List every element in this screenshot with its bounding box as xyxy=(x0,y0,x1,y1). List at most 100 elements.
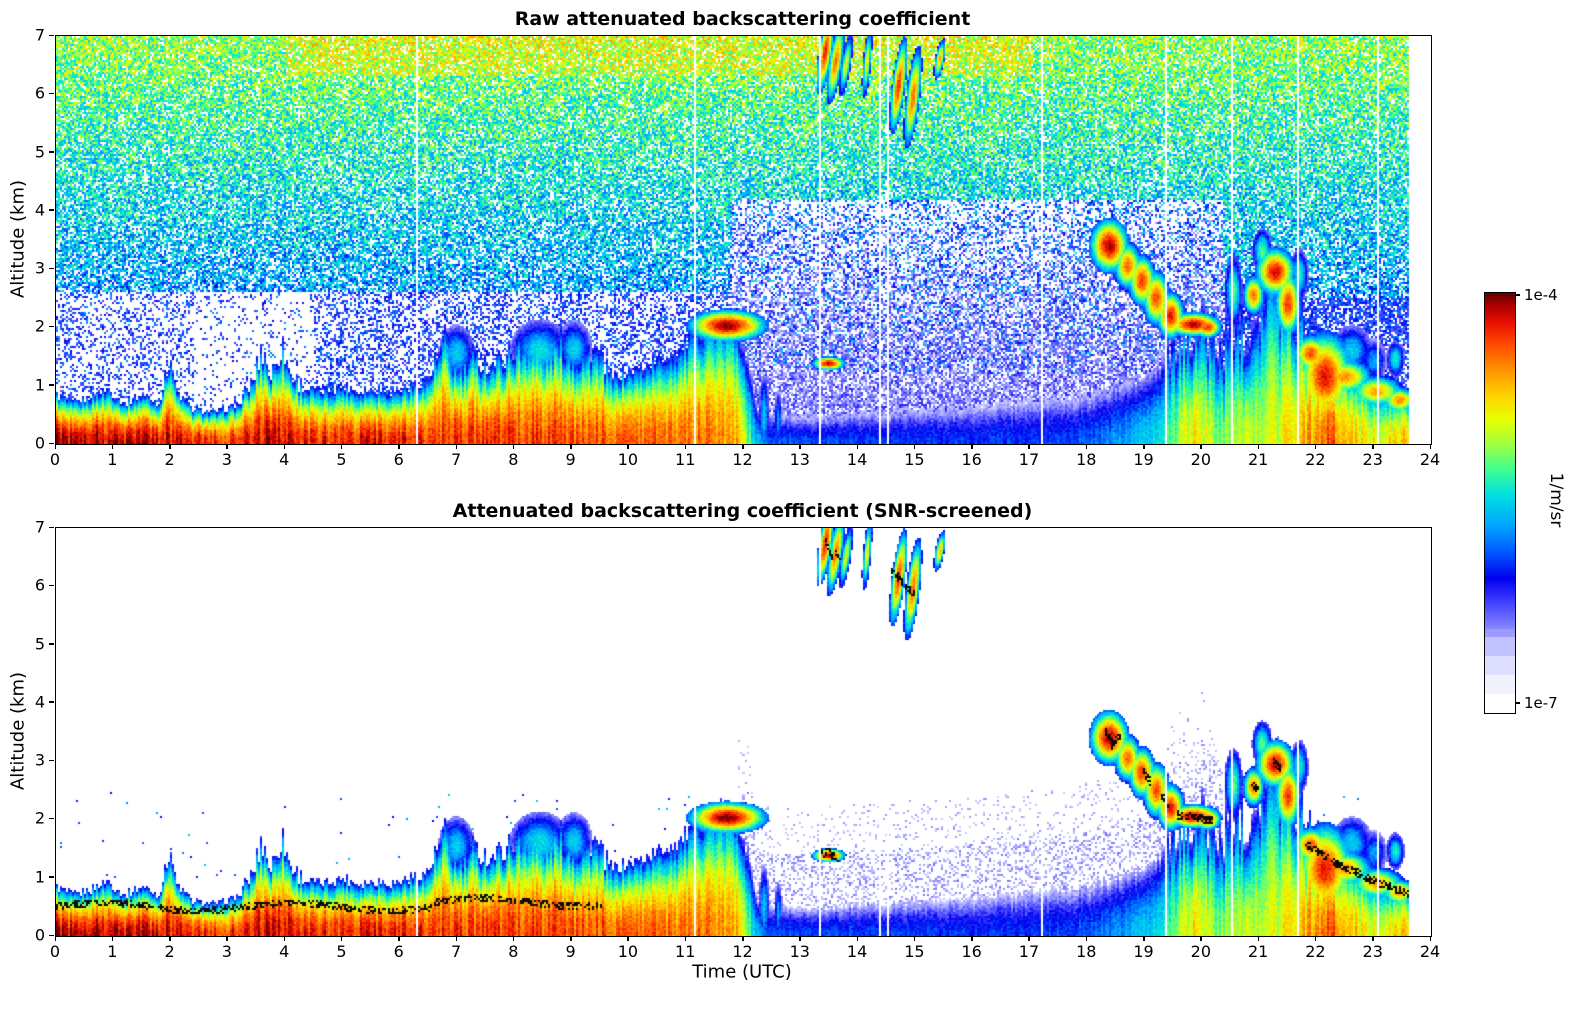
x-tick-label: 5 xyxy=(336,942,347,961)
raw-heatmap-panel xyxy=(55,35,1432,445)
y-tick-label: 6 xyxy=(34,575,45,595)
x-tick-mark xyxy=(1314,444,1317,449)
y-tick-mark xyxy=(49,876,54,878)
y-tick-label: 3 xyxy=(34,258,45,278)
colorbar xyxy=(1484,292,1516,714)
colorbar-unit-label: 1/m/sr xyxy=(1546,472,1566,528)
x-tick-mark xyxy=(1028,444,1030,449)
x-tick-mark xyxy=(1372,936,1374,941)
x-tick-label: 1 xyxy=(107,450,118,469)
x-tick-label: 10 xyxy=(617,942,639,961)
x-tick-label: 12 xyxy=(732,942,753,961)
colorbar-min-label: 1e-7 xyxy=(1524,694,1558,712)
x-tick-mark xyxy=(1429,444,1431,449)
screened-heatmap-canvas xyxy=(56,528,1431,936)
x-tick-mark xyxy=(799,444,801,449)
x-tick-label: 17 xyxy=(1018,942,1040,961)
x-tick-mark xyxy=(742,444,744,449)
y-tick-mark xyxy=(49,325,54,328)
x-tick-label: 20 xyxy=(1190,942,1212,961)
altitude-axis-label-bottom: Altitude (km) xyxy=(7,671,29,791)
colorbar-canvas xyxy=(1485,293,1515,713)
x-tick-label: 22 xyxy=(1305,450,1326,469)
y-tick-mark xyxy=(49,934,54,936)
x-tick-mark xyxy=(1257,444,1260,449)
x-tick-label: 16 xyxy=(961,942,982,961)
y-tick-mark xyxy=(49,92,54,95)
x-tick-label: 24 xyxy=(1419,942,1441,961)
x-tick-mark xyxy=(1314,936,1317,941)
x-tick-mark xyxy=(283,444,286,449)
x-tick-mark xyxy=(570,444,572,449)
x-tick-mark xyxy=(512,444,515,449)
y-tick-mark xyxy=(49,643,54,645)
x-tick-mark xyxy=(799,936,801,941)
x-tick-mark xyxy=(398,936,400,941)
x-tick-mark xyxy=(398,444,400,449)
y-tick-label: 1 xyxy=(34,867,45,887)
x-tick-label: 19 xyxy=(1133,450,1154,469)
x-tick-label: 4 xyxy=(279,942,290,961)
x-tick-label: 11 xyxy=(675,450,696,469)
x-tick-label: 14 xyxy=(846,942,868,961)
screened-heatmap-panel xyxy=(55,527,1432,937)
x-tick-mark xyxy=(742,936,744,941)
y-tick-mark xyxy=(49,384,54,386)
x-tick-label: 23 xyxy=(1362,942,1383,961)
y-tick-mark xyxy=(49,701,54,703)
x-tick-label: 2 xyxy=(164,942,175,961)
x-tick-label: 3 xyxy=(221,450,232,469)
y-tick-mark xyxy=(49,442,54,444)
raw-heatmap-canvas xyxy=(56,36,1431,444)
x-tick-label: 23 xyxy=(1362,450,1383,469)
x-tick-label: 8 xyxy=(508,450,519,469)
x-tick-label: 22 xyxy=(1305,942,1326,961)
x-tick-mark xyxy=(1085,444,1088,449)
x-tick-mark xyxy=(913,444,916,449)
y-tick-mark xyxy=(49,34,54,36)
y-tick-label: 6 xyxy=(34,83,45,103)
x-tick-label: 15 xyxy=(904,450,925,469)
x-tick-label: 6 xyxy=(393,450,404,469)
colorbar-min-tick xyxy=(1515,702,1520,704)
screened-panel-title: Attenuated backscattering coefficient (S… xyxy=(452,500,1033,522)
x-tick-mark xyxy=(54,444,56,449)
x-tick-mark xyxy=(111,444,114,449)
x-tick-mark xyxy=(1429,936,1431,941)
x-tick-label: 7 xyxy=(450,942,462,961)
x-tick-label: 5 xyxy=(336,450,347,469)
time-axis-label: Time (UTC) xyxy=(692,961,792,983)
x-tick-label: 15 xyxy=(904,942,925,961)
x-tick-mark xyxy=(684,936,687,941)
x-tick-label: 1 xyxy=(107,942,118,961)
x-tick-mark xyxy=(1028,936,1030,941)
x-tick-mark xyxy=(1200,444,1202,449)
x-tick-mark xyxy=(455,444,458,449)
x-tick-mark xyxy=(340,444,343,449)
x-tick-label: 6 xyxy=(393,942,404,961)
x-tick-mark xyxy=(455,936,458,941)
x-tick-label: 0 xyxy=(49,450,61,469)
x-tick-mark xyxy=(627,444,629,449)
x-tick-label: 18 xyxy=(1076,450,1097,469)
altitude-axis-label-top: Altitude (km) xyxy=(7,179,29,299)
raw-panel-title: Raw attenuated backscattering coefficien… xyxy=(514,8,971,30)
x-tick-label: 11 xyxy=(675,942,696,961)
x-tick-label: 8 xyxy=(508,942,519,961)
x-tick-label: 17 xyxy=(1018,450,1040,469)
x-tick-mark xyxy=(570,936,572,941)
x-tick-mark xyxy=(283,936,286,941)
x-tick-label: 18 xyxy=(1076,942,1097,961)
x-tick-mark xyxy=(169,444,171,449)
x-tick-label: 24 xyxy=(1419,450,1441,469)
x-tick-label: 21 xyxy=(1247,942,1269,961)
x-tick-label: 0 xyxy=(49,942,61,961)
y-tick-mark xyxy=(49,817,54,820)
y-tick-label: 4 xyxy=(34,692,45,712)
x-tick-mark xyxy=(1257,936,1260,941)
x-tick-mark xyxy=(169,936,171,941)
x-tick-mark xyxy=(1372,444,1374,449)
y-tick-label: 7 xyxy=(34,517,45,537)
x-tick-mark xyxy=(627,936,629,941)
